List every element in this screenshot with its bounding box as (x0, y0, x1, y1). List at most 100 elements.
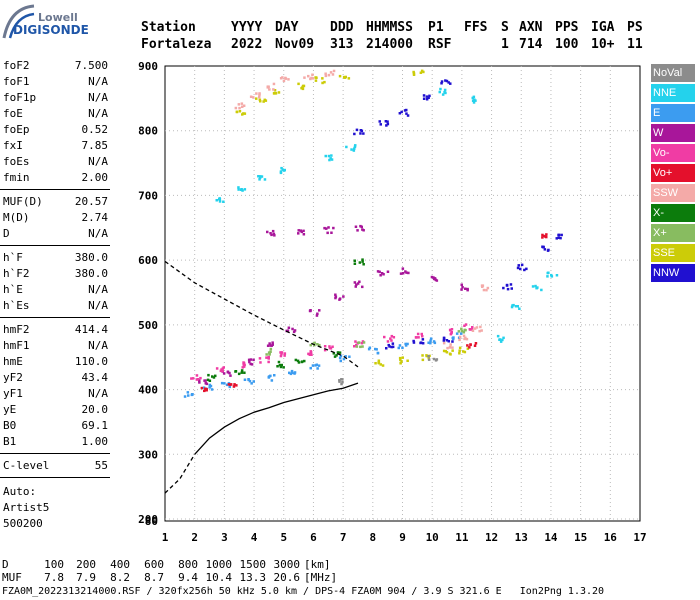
echo-point (243, 378, 247, 381)
echo-point (356, 282, 360, 285)
echo-point (519, 267, 522, 271)
echo-point (281, 76, 284, 79)
echo-point (229, 374, 232, 377)
echo-point (281, 168, 284, 171)
header-value: 714 (519, 37, 543, 52)
echo-point (540, 288, 543, 292)
echo-point (468, 346, 471, 349)
echo-point (473, 327, 477, 330)
echo-point (439, 87, 442, 91)
echo-point (445, 79, 449, 83)
echo-point (471, 99, 475, 102)
echo-point (428, 94, 431, 98)
echo-point (406, 342, 409, 346)
echo-point (307, 352, 310, 356)
param-row-clevel: C-level 55 (3, 459, 108, 472)
echo-point (460, 327, 463, 331)
echo-point (200, 386, 204, 390)
header-label: DDD (330, 20, 354, 35)
echo-point (448, 345, 452, 349)
legend-item-noval: NoVal (651, 64, 695, 82)
echo-point (315, 314, 319, 317)
echo-point (273, 374, 276, 377)
echo-point (520, 263, 524, 267)
echo-point (336, 351, 340, 355)
echo-point (377, 359, 381, 362)
echo-point (464, 323, 468, 326)
header-value: 214000 (366, 37, 413, 52)
echo-point (338, 351, 342, 354)
header-label: S (501, 20, 509, 35)
param-row-md: M(D) 2.74 (3, 211, 108, 224)
echo-point (290, 369, 294, 373)
echo-point (429, 341, 432, 345)
echo-point (314, 364, 317, 367)
echo-point (276, 365, 279, 368)
echo-point (259, 361, 262, 364)
echo-point (465, 337, 469, 341)
echo-point (449, 343, 452, 346)
header-label: HHMMSS (366, 20, 413, 35)
echo-point (448, 352, 452, 355)
echo-point (339, 354, 343, 358)
param-separator (0, 477, 110, 478)
echo-point (425, 98, 429, 101)
echo-point (414, 336, 418, 339)
echo-point (376, 351, 380, 355)
echo-point (287, 326, 291, 329)
echo-point (432, 340, 436, 343)
echo-point (362, 263, 365, 266)
param-row-fxi: fxI 7.85 (3, 139, 108, 152)
header-label: PS (627, 20, 643, 35)
echo-point (258, 178, 261, 181)
echo-point (461, 286, 464, 289)
echo-point (460, 283, 463, 286)
legend-item-x-minus: X- (651, 204, 695, 222)
echo-point (297, 82, 300, 86)
echo-point (379, 123, 382, 126)
distance-value: 100 (44, 558, 64, 571)
echo-point (449, 82, 452, 85)
echo-point (310, 76, 313, 80)
echo-point (311, 364, 315, 367)
legend-item-vo-plus: Vo+ (651, 164, 695, 182)
echo-point (430, 275, 434, 279)
echo-point (328, 158, 331, 162)
echo-point (292, 330, 296, 334)
echo-point (450, 331, 453, 334)
header-value: Fortaleza (141, 37, 212, 52)
echo-point (390, 339, 393, 342)
echo-point (356, 229, 359, 232)
muf-row: MUF 7.8 7.9 8.2 8.7 9.4 10.4 13.3 20.6 [… (2, 571, 402, 585)
header-label: DAY (275, 20, 299, 35)
echo-point (401, 272, 405, 275)
echo-point (555, 237, 558, 240)
echo-point (353, 345, 356, 348)
density-profile-line (194, 382, 359, 455)
echo-point (462, 350, 465, 353)
echo-point (250, 363, 254, 366)
echo-point (543, 248, 547, 251)
legend-item-sse: SSE (651, 244, 695, 262)
param-row-foes: foEs N/A (3, 155, 108, 168)
echo-point (429, 337, 433, 340)
echo-point (518, 307, 521, 310)
echo-point (432, 276, 435, 279)
echo-point (449, 329, 452, 332)
echo-point (207, 373, 210, 377)
autoscaling-software: Artist5 (3, 501, 50, 514)
header-label: YYYY (231, 20, 263, 35)
header-label: PPS (555, 20, 579, 35)
param-row-he: h`E N/A (3, 283, 108, 296)
echo-point (546, 275, 549, 278)
echo-point (344, 355, 347, 358)
echo-point (382, 273, 385, 276)
echo-point (368, 346, 372, 349)
echo-point (271, 343, 274, 346)
echo-point (300, 360, 304, 364)
echo-point (324, 72, 327, 75)
echo-point (383, 335, 386, 339)
echo-point (472, 101, 476, 104)
echo-point (271, 341, 274, 344)
